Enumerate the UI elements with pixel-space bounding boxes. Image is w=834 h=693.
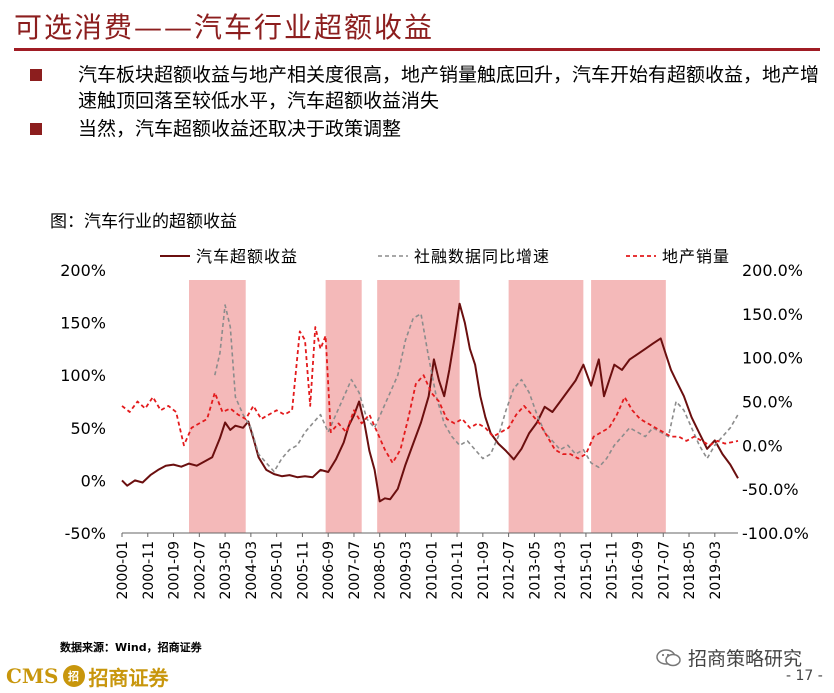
x-axis-tick-label: 2003-05: [218, 541, 234, 600]
left-axis-tick-label: 200%: [60, 261, 106, 280]
page-number: - 17 -: [786, 668, 823, 684]
bullet-item: 汽车板块超额收益与地产相关度很高，地产销量触底回升，汽车开始有超额收益，地产增速…: [30, 62, 820, 114]
logo-company-name: 招商证券: [88, 665, 169, 690]
x-axis-tick-label: 2007-07: [347, 541, 363, 600]
x-axis-tick-label: 2000-01: [115, 541, 131, 600]
logo-text: CMS: [6, 664, 59, 688]
x-axis-tick-label: 2013-05: [527, 541, 543, 600]
shaded-period: [377, 280, 460, 533]
x-axis-tick-label: 2001-09: [167, 541, 183, 600]
wechat-icon: [656, 648, 681, 666]
bullet-text: 当然，汽车超额收益还取决于政策调整: [78, 118, 402, 140]
right-axis-tick-label: -100.0%: [742, 524, 809, 543]
legend-label: 汽车超额收益: [196, 247, 298, 266]
right-axis-tick-label: 150.0%: [742, 305, 803, 324]
data-source: 数据来源：Wind，招商证券: [60, 641, 202, 654]
shaded-period: [189, 280, 246, 533]
x-axis-tick-label: 2018-05: [682, 541, 698, 600]
chart-legend: 汽车超额收益 社融数据同比增速 地产销量: [160, 247, 730, 266]
legend-label: 社融数据同比增速: [414, 247, 550, 266]
right-axis-tick-label: 100.0%: [742, 349, 803, 368]
wechat-account-name: 招商策略研究: [688, 648, 803, 670]
slide-title: 可选消费——汽车行业超额收益: [14, 11, 435, 44]
series-line-2: [214, 304, 739, 473]
x-axis-tick-label: 2010-11: [450, 541, 466, 600]
series-line-1: [121, 302, 739, 503]
left-axis-tick-label: 150%: [60, 314, 106, 333]
shaded-period: [325, 280, 362, 533]
bullet-square-icon: [30, 69, 42, 81]
figure-caption: 图：汽车行业的超额收益: [50, 212, 237, 232]
x-axis-tick-label: 2005-11: [295, 541, 311, 600]
chart-series: [121, 302, 739, 503]
x-axis-tick-label: 2004-03: [244, 541, 260, 600]
left-axis-tick-label: 0%: [81, 471, 106, 490]
bullet-list: 汽车板块超额收益与地产相关度很高，地产销量触底回升，汽车开始有超额收益，地产增速…: [30, 62, 820, 144]
left-axis-tick-label: -50%: [65, 524, 106, 543]
shaded-period: [591, 280, 666, 533]
x-axis-tick-label: 2009-03: [399, 541, 415, 600]
x-axis-tick-label: 2016-09: [630, 541, 646, 600]
x-axis-tick-label: 2006-09: [321, 541, 337, 600]
chart-axes: 200% 150% 100% 50% 0% -50% 200.0% 150.0% 100.0% 5…: [60, 261, 809, 600]
right-axis-tick-label: 0.0%: [742, 436, 783, 455]
left-axis-tick-label: 50%: [70, 419, 106, 438]
x-axis-tick-label: 2019-03: [708, 541, 724, 600]
x-axis-tick-label: 2000-11: [141, 541, 157, 600]
left-axis-tick-label: 100%: [60, 366, 106, 385]
bullet-text: 汽车板块超额收益与地产相关度很高，地产销量触底回升，汽车开始有超额收益，地产增速…: [78, 64, 820, 112]
x-axis-tick-label: 2002-07: [192, 541, 208, 600]
bullet-item: 当然，汽车超额收益还取决于政策调整: [30, 116, 820, 142]
legend-label: 地产销量: [662, 247, 730, 266]
x-axis-tick-label: 2011-09: [476, 541, 492, 600]
company-logo: CMS 招 招商证券: [6, 662, 169, 690]
x-axis-tick-label: 2015-11: [605, 541, 621, 600]
x-axis-tick-label: 2012-07: [502, 541, 518, 600]
x-axis-tick-label: 2005-01: [270, 541, 286, 600]
right-axis-tick-label: 200.0%: [742, 261, 803, 280]
title-divider: [14, 48, 820, 51]
logo-badge-icon: 招: [62, 665, 85, 687]
right-axis-tick-label: 50.0%: [742, 393, 793, 412]
shaded-period: [508, 280, 584, 533]
x-axis-tick-label: 2015-01: [579, 541, 595, 600]
x-axis-tick-label: 2008-05: [373, 541, 389, 600]
wechat-account: 招商策略研究: [656, 644, 802, 671]
x-axis-tick-label: 2014-03: [553, 541, 569, 600]
shaded-periods: [189, 280, 666, 533]
x-axis-tick-label: 2010-01: [424, 541, 440, 600]
x-axis-tick-label: 2017-07: [656, 541, 672, 600]
right-axis-tick-label: -50.0%: [742, 480, 799, 499]
bullet-square-icon: [30, 123, 42, 135]
series-line-3: [121, 326, 739, 464]
